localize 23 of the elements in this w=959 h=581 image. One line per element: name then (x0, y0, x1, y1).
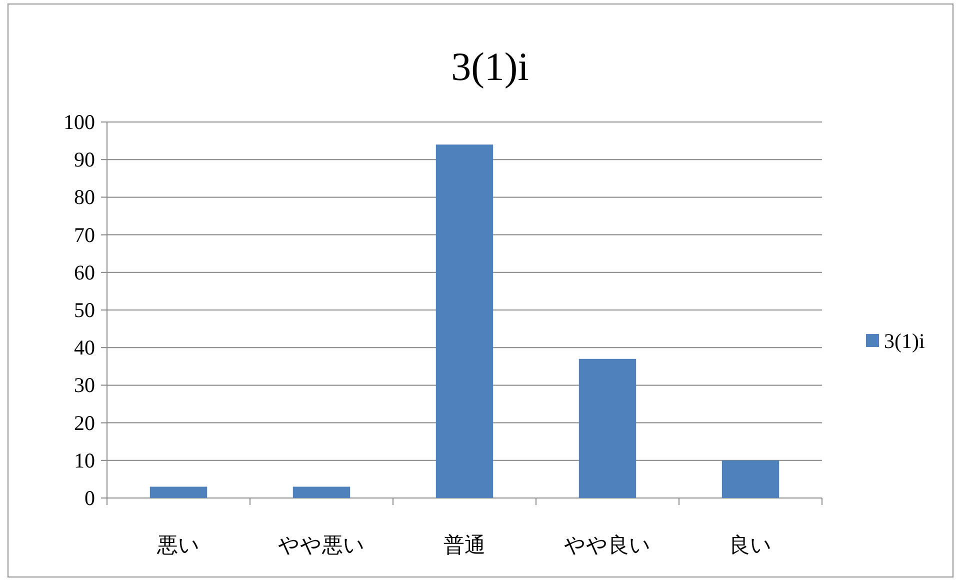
y-tick-label: 20 (74, 410, 95, 435)
y-tick-label: 80 (74, 185, 95, 210)
bar (436, 144, 494, 498)
y-tick-label: 100 (64, 110, 95, 134)
legend-label: 3(1)i (884, 329, 925, 353)
x-tick-label: 悪い (156, 533, 200, 557)
y-tick-label: 50 (74, 298, 95, 322)
bar (578, 358, 636, 498)
y-tick-label: 10 (74, 448, 95, 472)
x-tick-label: やや悪い (278, 533, 365, 557)
x-tick-label: 普通 (444, 533, 486, 557)
y-tick-label: 60 (74, 260, 95, 284)
y-tick-label: 40 (74, 336, 95, 360)
bar (150, 486, 208, 498)
y-tick-label: 0 (84, 486, 95, 510)
bar (292, 486, 350, 498)
y-tick-label: 90 (74, 148, 95, 172)
y-tick-label: 30 (74, 373, 95, 398)
x-tick-label: 良い (729, 533, 772, 557)
x-tick-label: やや良い (564, 533, 651, 557)
chart-title: 3(1)i (451, 44, 529, 89)
bar (722, 460, 780, 498)
y-tick-label: 70 (74, 222, 95, 247)
